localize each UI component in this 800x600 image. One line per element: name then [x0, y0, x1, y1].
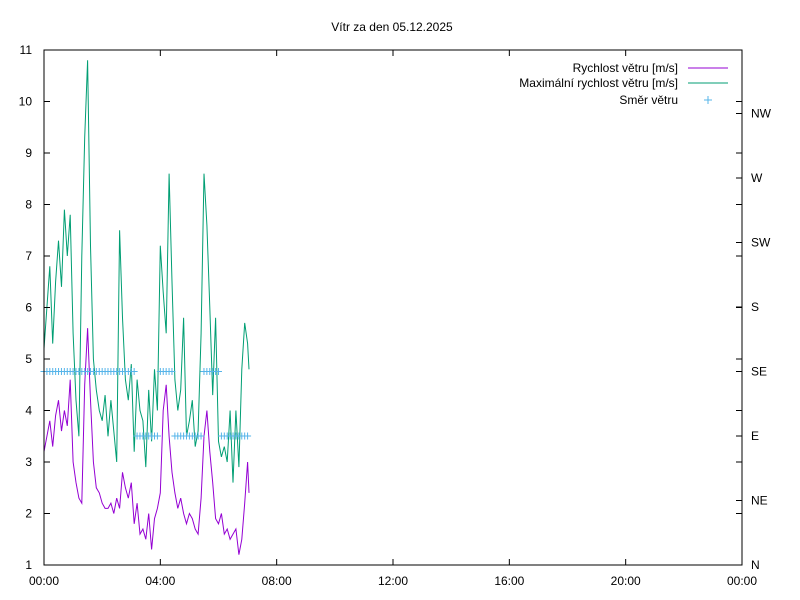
- y-tick-label: 1: [25, 558, 32, 572]
- x-tick-label: 16:00: [494, 574, 524, 588]
- y-tick-label: 8: [25, 198, 32, 212]
- y-tick-label: 7: [25, 249, 32, 263]
- y-tick-label: 3: [25, 455, 32, 469]
- legend: Rychlost větru [m/s] Maximální rychlost …: [519, 61, 728, 107]
- wind-direction-point: [197, 432, 205, 440]
- series-wind-speed-line: [43, 328, 250, 555]
- wind-direction-point: [130, 368, 138, 375]
- x-tick-label: 00:00: [29, 574, 59, 588]
- y2-tick-label: SE: [751, 365, 767, 379]
- y2-tick-label: W: [751, 171, 763, 185]
- y2-tick-label: N: [751, 558, 760, 572]
- legend-label-max-wind-speed: Maximální rychlost větru [m/s]: [519, 76, 678, 90]
- series-wind-direction-points: [40, 368, 252, 440]
- wind-direction-point: [168, 368, 176, 375]
- wind-direction-point: [153, 432, 161, 440]
- y-tick-label: 2: [25, 507, 32, 521]
- y2-tick-label: S: [751, 300, 759, 314]
- axis-ticks: 1 2 3 4 5 6 7 8 9 10 11 N NE E SE S SW W NW 00:00 04:00 08:00…: [19, 43, 772, 588]
- x-tick-label: 08:00: [262, 574, 292, 588]
- y-tick-label: 9: [25, 146, 32, 160]
- y-tick-label: 10: [19, 95, 33, 109]
- wind-direction-point: [215, 368, 222, 375]
- wind-direction-point: [244, 432, 252, 440]
- y2-tick-label: SW: [751, 236, 771, 250]
- x-tick-label: 00:00: [727, 574, 757, 588]
- y2-tick-label: E: [751, 429, 759, 443]
- y-tick-label: 11: [20, 43, 33, 57]
- legend-label-wind-direction: Směr větru: [619, 93, 678, 107]
- legend-swatch-wind-direction: [704, 96, 712, 104]
- x-tick-label: 04:00: [145, 574, 175, 588]
- x-tick-label: 12:00: [378, 574, 408, 588]
- x-tick-label: 20:00: [611, 574, 641, 588]
- plot-series: [40, 60, 252, 555]
- series-max-wind-speed-line: [43, 60, 250, 483]
- y-tick-label: 5: [25, 352, 32, 366]
- y2-tick-label: NE: [751, 494, 768, 508]
- y-tick-label: 6: [25, 301, 32, 315]
- y-tick-label: 4: [25, 404, 32, 418]
- chart-title: Vítr za den 05.12.2025: [331, 20, 453, 34]
- y2-tick-label: NW: [751, 107, 772, 121]
- legend-label-wind-speed: Rychlost větru [m/s]: [573, 61, 678, 75]
